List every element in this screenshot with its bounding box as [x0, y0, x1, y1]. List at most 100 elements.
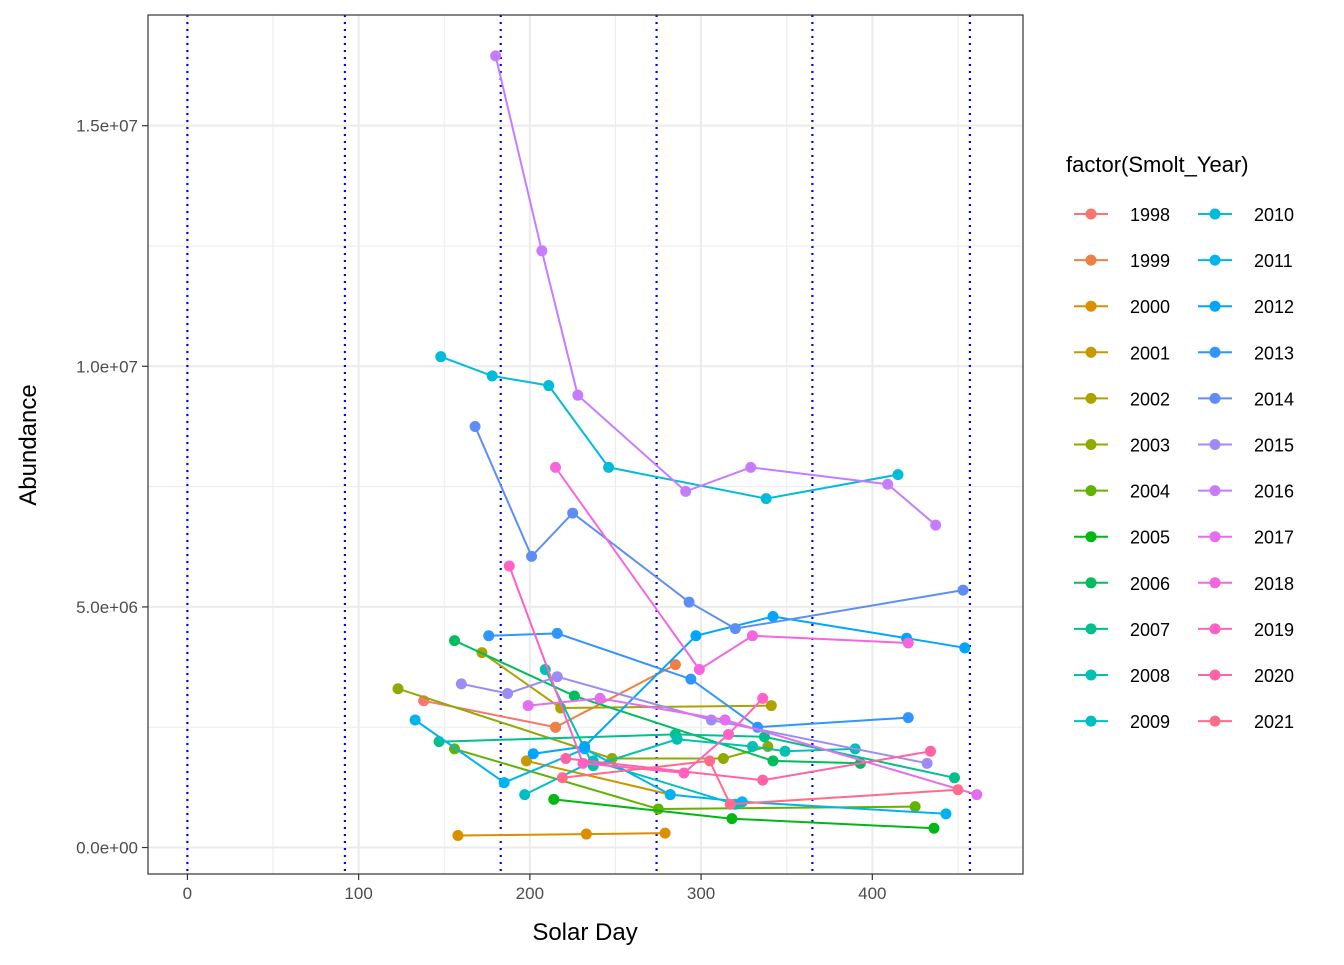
legend-item: 2021 — [1198, 712, 1294, 732]
data-point — [556, 772, 568, 784]
data-point — [726, 813, 738, 825]
legend-item: 2005 — [1074, 528, 1170, 548]
data-point — [704, 755, 716, 767]
data-point — [469, 420, 481, 432]
legend-key-point — [1085, 300, 1097, 312]
data-point — [736, 796, 748, 808]
legend-item: 2014 — [1198, 389, 1294, 409]
legend-item: 2007 — [1074, 620, 1170, 640]
data-point — [490, 50, 502, 62]
data-point — [543, 380, 555, 392]
legend-key-point — [1085, 577, 1097, 589]
y-tick-label: 5.0e+06 — [76, 598, 138, 617]
data-point — [603, 461, 615, 473]
legend-label: 2000 — [1130, 297, 1170, 317]
data-point — [594, 692, 606, 704]
series-2019 — [503, 560, 769, 779]
data-point — [949, 772, 961, 784]
legend-item: 2008 — [1074, 666, 1170, 686]
data-point — [930, 519, 942, 531]
data-point — [536, 245, 548, 257]
data-point — [568, 690, 580, 702]
legend-item: 2015 — [1198, 436, 1294, 456]
series-2015 — [455, 671, 933, 769]
legend-key-point — [1209, 346, 1221, 358]
data-point — [392, 683, 404, 695]
data-point — [669, 659, 681, 671]
data-point — [551, 627, 563, 639]
x-tick-label: 300 — [687, 884, 715, 903]
legend-label: 2009 — [1130, 712, 1170, 732]
series-2006 — [449, 635, 866, 769]
data-point — [486, 370, 498, 382]
data-point — [548, 793, 560, 805]
legend-key-point — [1209, 577, 1221, 589]
data-point — [746, 740, 758, 752]
legend-key-point — [1209, 485, 1221, 497]
series-line — [440, 355, 899, 500]
legend-label: 2003 — [1130, 436, 1170, 456]
legend-key-point — [1085, 439, 1097, 450]
series-2011 — [409, 714, 952, 820]
legend-key-point — [1209, 208, 1221, 220]
legend-label: 2007 — [1130, 620, 1170, 640]
legend-label: 2014 — [1254, 389, 1294, 409]
legend-key-point — [1085, 623, 1097, 635]
legend-label: 2017 — [1254, 528, 1294, 548]
series-line — [562, 759, 958, 806]
data-point — [683, 596, 695, 608]
legend-key-point — [1209, 254, 1221, 266]
legend-label: 2006 — [1130, 574, 1170, 594]
legend-item: 1998 — [1074, 205, 1170, 225]
legend-item: 2002 — [1074, 389, 1170, 409]
legend-item: 2006 — [1074, 574, 1170, 594]
data-point — [902, 712, 914, 724]
legend-label: 2019 — [1254, 620, 1294, 640]
data-point — [928, 822, 940, 834]
legend-key-point — [1085, 669, 1097, 681]
legend-item: 2000 — [1074, 297, 1170, 317]
data-point — [690, 630, 702, 642]
data-point — [409, 714, 421, 726]
legend-label: 2010 — [1254, 205, 1294, 225]
series-layer — [392, 50, 983, 842]
x-axis-title: Solar Day — [532, 919, 637, 946]
series-line — [439, 733, 955, 779]
legend-key-point — [1209, 715, 1221, 727]
data-point — [572, 389, 584, 401]
data-point — [693, 663, 705, 675]
legend-label: 2015 — [1254, 436, 1294, 456]
legend-label: 1998 — [1130, 205, 1170, 225]
legend-label: 2018 — [1254, 574, 1294, 594]
data-point — [765, 700, 777, 712]
data-point — [449, 635, 461, 647]
legend-item: 2010 — [1198, 205, 1294, 225]
data-point — [685, 673, 697, 685]
series-line — [554, 466, 909, 671]
series-line — [414, 719, 946, 815]
legend-item: 2016 — [1198, 482, 1294, 502]
axes-layer: 0 100 200 300 400 0.0e+00 5.0e+06 1.0e+07 1.5e+0… — [76, 117, 886, 903]
data-point — [757, 692, 769, 704]
data-point — [435, 351, 447, 363]
legend-title: factor(Smolt_Year) — [1066, 152, 1249, 177]
legend: factor(Smolt_Year) 1998 1999 2000 2001 2002 2… — [1066, 152, 1294, 732]
data-point — [680, 485, 692, 497]
data-point — [567, 507, 579, 519]
legend-key-point — [1209, 531, 1221, 543]
reference-vlines — [186, 15, 972, 874]
data-point — [745, 461, 757, 473]
data-point — [502, 688, 514, 700]
legend-item: 2013 — [1198, 343, 1294, 363]
data-point — [902, 637, 914, 649]
series-2005 — [548, 793, 940, 834]
data-point — [527, 748, 539, 760]
legend-label: 2012 — [1254, 297, 1294, 317]
x-tick-label: 100 — [344, 884, 372, 903]
legend-item: 2003 — [1074, 436, 1170, 456]
data-point — [560, 753, 572, 765]
legend-label: 2002 — [1130, 389, 1170, 409]
legend-key-point — [1209, 300, 1221, 312]
